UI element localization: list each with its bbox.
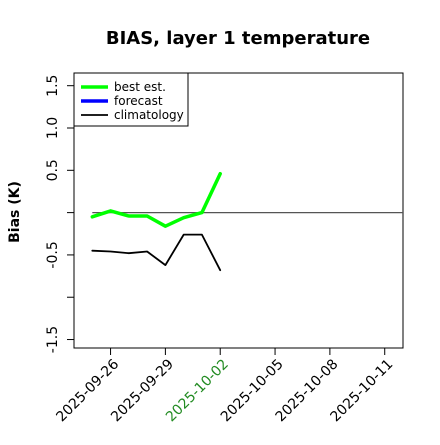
y-tick-label: 0.5	[45, 159, 61, 181]
y-axis-ticks: -1.5 -0.5 0.5 1.0 1.5	[45, 75, 74, 353]
y-tick-label: -0.5	[45, 241, 61, 268]
series-lines	[90, 171, 222, 272]
series-line-climatology	[91, 233, 222, 272]
x-axis-ticks: 2025-09-262025-09-292025-10-022025-10-05…	[53, 348, 396, 425]
y-tick-label: 1.5	[45, 75, 61, 97]
legend-label-climatology: climatology	[114, 108, 184, 122]
plot-frame	[73, 72, 404, 349]
y-tick-label: 1.0	[45, 117, 61, 139]
y-axis-label: Bias (K)	[7, 181, 23, 243]
legend-label-best-est: best est.	[114, 80, 166, 94]
series-line-best-est	[90, 171, 222, 228]
legend-label-forecast: forecast	[114, 94, 163, 108]
y-tick-label: -1.5	[45, 326, 61, 353]
chart-title: BIAS, layer 1 temperature	[106, 28, 370, 49]
